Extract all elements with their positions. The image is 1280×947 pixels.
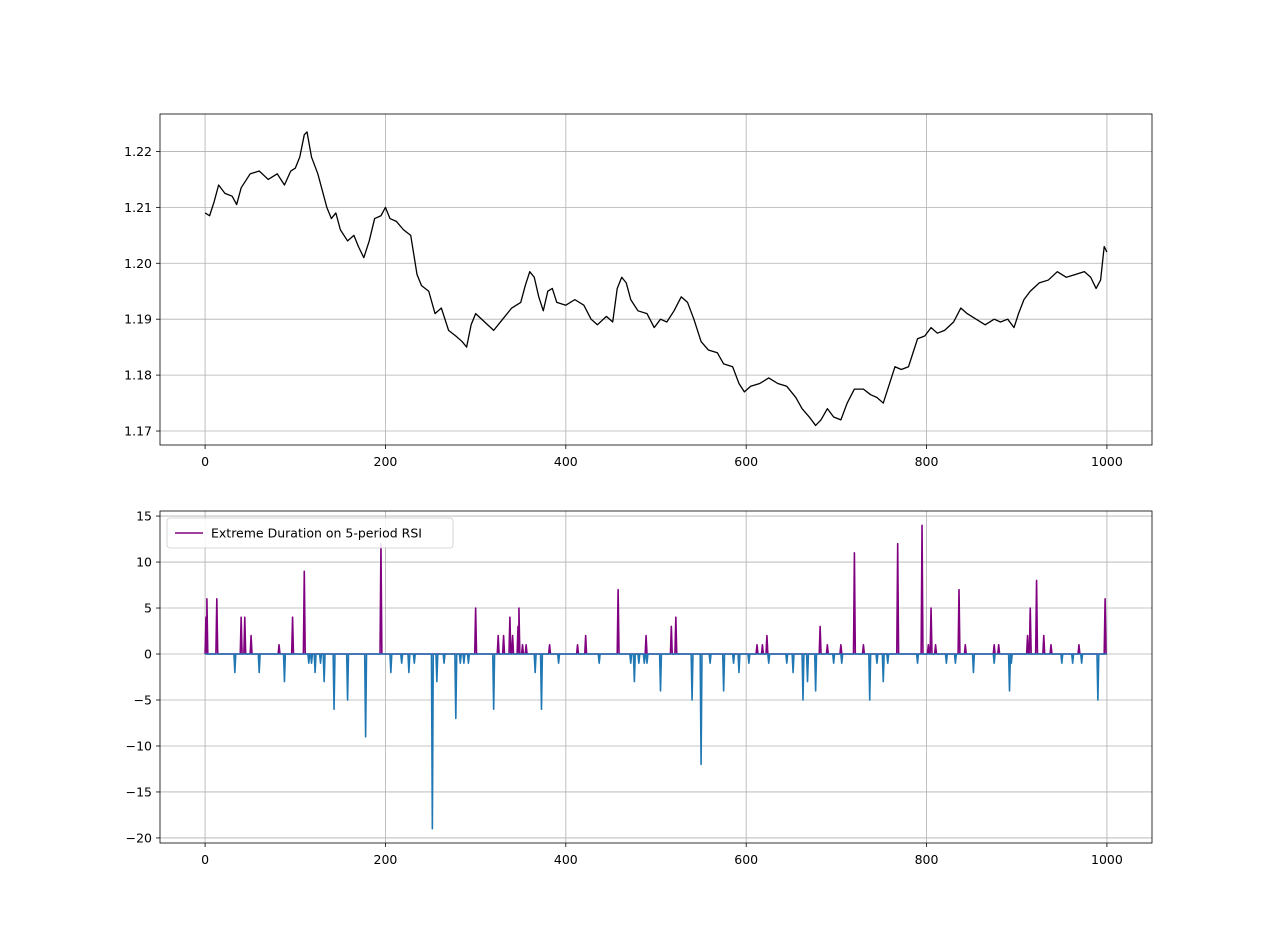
price-chart-panel: 0 200 400 600 800 1000 1.17 1.18 1.19 1.20 1.21 1.2… [124,113,1153,469]
y-tick-label: 5 [144,601,152,616]
legend-label: Extreme Duration on 5-period RSI [211,526,422,541]
series-group [204,131,1108,427]
x-tick-label: 400 [554,852,578,867]
y-tick-label: 1.22 [124,144,152,159]
axes-frame [159,510,1153,844]
y-tick-label: 1.21 [124,200,152,215]
negative-duration-line [205,653,1107,830]
x-tick-label: 600 [734,454,758,469]
y-tick-label: 1.18 [124,368,152,383]
x-tick-label: 800 [915,852,939,867]
x-tick-label: 0 [201,454,209,469]
y-tick-label: −5 [134,692,152,707]
series-group [204,524,1107,830]
x-tick-label: 1000 [1091,852,1123,867]
y-tick-label: 1.20 [124,256,152,271]
legend: Extreme Duration on 5-period RSI [166,517,454,549]
x-tick-label: 400 [554,454,578,469]
tick-group: 0 200 400 600 800 1000 −20 −15 −10 −5 0 5 10 15 [126,509,1123,867]
y-tick-label: 1.17 [124,424,152,439]
tick-group: 0 200 400 600 800 1000 1.17 1.18 1.19 1.20 1.21 1.2… [124,144,1123,469]
x-tick-label: 600 [734,852,758,867]
y-tick-label: −15 [126,784,152,799]
grid-lines [160,114,1152,445]
y-tick-label: 10 [136,555,152,570]
y-tick-label: −10 [126,738,152,753]
legend-box [166,517,454,549]
series-line [204,131,1108,427]
y-tick-label: 15 [136,509,152,524]
y-tick-label: 0 [144,647,152,662]
y-tick-label: 1.19 [124,312,152,327]
x-tick-label: 1000 [1091,454,1123,469]
rsi-duration-chart-panel: 0 200 400 600 800 1000 −20 −15 −10 −5 0 5 10 15 Extrem… [126,509,1153,867]
y-tick-label: −20 [126,830,152,845]
x-tick-label: 200 [374,454,398,469]
axes-frame [159,113,1153,446]
x-tick-label: 0 [201,852,209,867]
x-tick-label: 800 [915,454,939,469]
x-tick-label: 200 [374,852,398,867]
